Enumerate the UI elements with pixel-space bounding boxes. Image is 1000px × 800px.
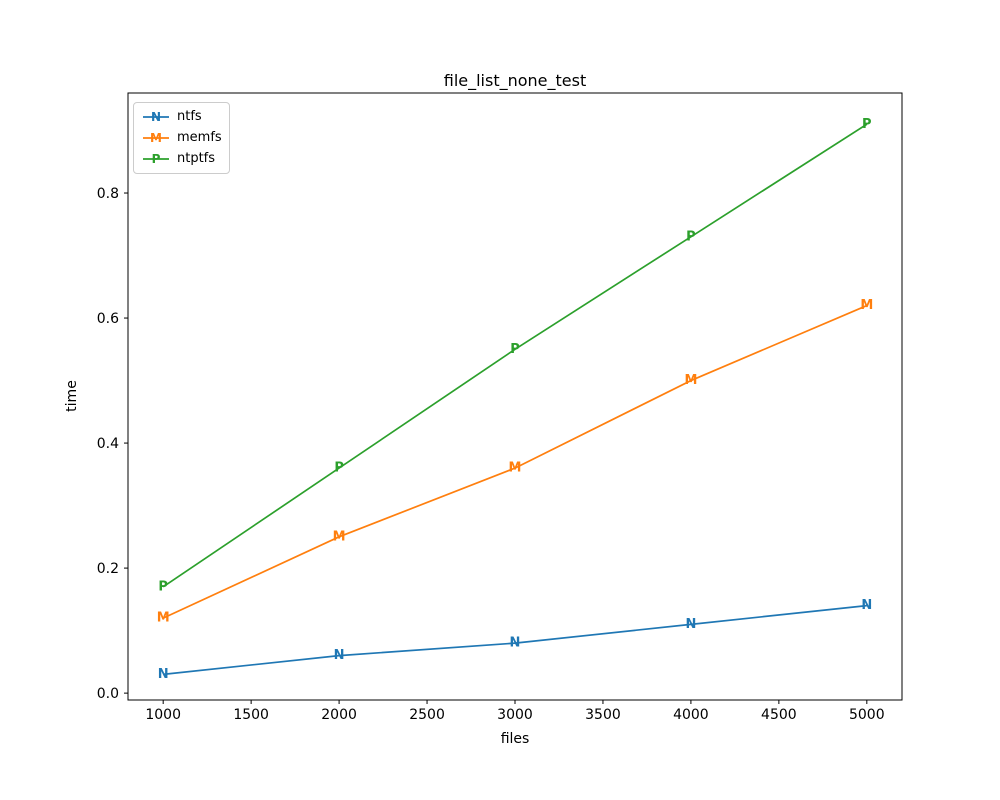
svg-text:N: N [151,110,161,124]
x-tick-label: 5000 [849,707,885,723]
x-tick-label: 4500 [761,707,797,723]
y-axis-label: time [64,380,80,412]
y-tick-label: 0.4 [97,436,119,452]
legend-line-marker-icon: P [143,152,169,166]
data-marker-memfs: M [684,373,697,388]
data-marker-ntfs: N [861,598,872,613]
data-marker-ntfs: N [334,648,345,663]
data-marker-ntfs: N [510,636,521,651]
data-marker-ntfs: N [158,667,169,682]
x-tick-label: 3000 [497,707,533,723]
x-tick-label: 1500 [233,707,269,723]
data-marker-memfs: M [157,611,170,626]
data-marker-ntptfs: P [158,579,168,594]
x-tick-label: 2500 [409,707,445,723]
x-tick-label: 1000 [145,707,181,723]
axes-spines [127,92,903,701]
x-axis-label: files [500,731,530,747]
line-ntptfs [162,123,868,588]
data-marker-memfs: M [860,298,873,313]
legend-line-marker-icon: N [143,110,169,124]
line-memfs [162,304,868,619]
data-marker-ntptfs: P [334,461,344,476]
svg-text:M: M [150,131,162,145]
chart-title: file_list_none_test [443,71,587,90]
y-tick-label: 0.2 [97,561,119,577]
x-tick-label: 4000 [673,707,709,723]
line-ntfs [163,604,867,676]
y-tick-label: 0.6 [97,311,119,327]
legend-label: ntfs [177,109,202,124]
x-tick-label: 3500 [585,707,621,723]
data-marker-ntfs: N [685,617,696,632]
data-marker-ntptfs: P [862,117,872,132]
data-marker-ntptfs: P [686,229,696,244]
x-tick-label: 2000 [321,707,357,723]
svg-text:P: P [152,152,161,166]
legend-label: memfs [177,130,222,145]
data-marker-memfs: M [509,461,522,476]
data-marker-ntptfs: P [510,342,520,357]
y-tick-label: 0.8 [97,186,119,202]
data-marker-memfs: M [333,529,346,544]
y-tick-label: 0.0 [97,686,119,702]
legend-label: ntptfs [177,151,216,166]
legend-line-marker-icon: M [143,131,169,145]
